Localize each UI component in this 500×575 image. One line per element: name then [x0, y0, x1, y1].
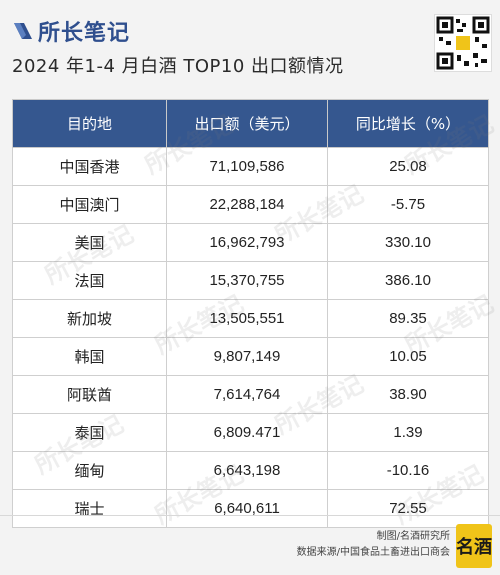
table-row: 中国香港 71,109,586 25.08	[12, 147, 489, 186]
table-row: 阿联酋 7,614,764 38.90	[12, 375, 489, 414]
cell-destination: 法国	[12, 261, 167, 300]
page-title: 2024 年1-4 月白酒 TOP10 出口额情况	[12, 56, 344, 77]
cell-yoy-growth: 89.35	[327, 299, 489, 338]
seal-text: 名酒	[456, 537, 492, 558]
cell-yoy-growth: 330.10	[327, 223, 489, 262]
cell-yoy-growth: 38.90	[327, 375, 489, 414]
cell-export-value: 22,288,184	[166, 185, 328, 224]
cell-destination: 中国澳门	[12, 185, 167, 224]
table-row: 中国澳门 22,288,184 -5.75	[12, 185, 489, 224]
cell-destination: 缅甸	[12, 451, 167, 490]
cell-export-value: 6,809.471	[166, 413, 328, 452]
cell-destination: 瑞士	[12, 489, 167, 528]
cell-export-value: 9,807,149	[166, 337, 328, 376]
cell-destination: 韩国	[12, 337, 167, 376]
cell-yoy-growth: -10.16	[327, 451, 489, 490]
cell-yoy-growth: 25.08	[327, 147, 489, 186]
footer-source: 数据来源/中国食品土畜进出口商会	[296, 547, 450, 558]
cell-destination: 泰国	[12, 413, 167, 452]
cell-yoy-growth: 386.10	[327, 261, 489, 300]
cell-yoy-growth: -5.75	[327, 185, 489, 224]
cell-export-value: 13,505,551	[166, 299, 328, 338]
cell-yoy-growth: 1.39	[327, 413, 489, 452]
qr-code-icon	[434, 14, 492, 72]
brand-mark-icon	[12, 20, 34, 42]
header-destination: 目的地	[12, 99, 167, 148]
cell-export-value: 6,640,611	[166, 489, 328, 528]
table-row: 瑞士 6,640,611 72.55	[12, 489, 489, 528]
cell-export-value: 6,643,198	[166, 451, 328, 490]
cell-destination: 美国	[12, 223, 167, 262]
table-row: 泰国 6,809.471 1.39	[12, 413, 489, 452]
seal-logo: 名酒	[456, 524, 492, 568]
brand-name: 所长笔记	[38, 21, 131, 46]
cell-destination: 中国香港	[12, 147, 167, 186]
cell-yoy-growth: 10.05	[327, 337, 489, 376]
footer-producer: 制图/名酒研究所	[376, 531, 450, 542]
table-row: 新加坡 13,505,551 89.35	[12, 299, 489, 338]
footer-credits: 制图/名酒研究所 数据来源/中国食品土畜进出口商会	[297, 529, 450, 561]
cell-export-value: 71,109,586	[166, 147, 328, 186]
table-row: 缅甸 6,643,198 -10.16	[12, 451, 489, 490]
brand-logo: 所长笔记	[12, 14, 130, 48]
header: 所长笔记 2024 年1-4 月白酒 TOP10 出口额情况	[0, 0, 500, 92]
cell-export-value: 16,962,793	[166, 223, 328, 262]
header-yoy-growth: 同比增长（%）	[327, 99, 489, 148]
table-row: 美国 16,962,793 330.10	[12, 223, 489, 262]
table-row: 法国 15,370,755 386.10	[12, 261, 489, 300]
export-table: 目的地 出口额（美元） 同比增长（%） 中国香港 71,109,586 25.0…	[12, 99, 489, 528]
cell-export-value: 15,370,755	[166, 261, 328, 300]
cell-destination: 阿联酋	[12, 375, 167, 414]
header-export-value: 出口额（美元）	[166, 99, 328, 148]
table-row: 韩国 9,807,149 10.05	[12, 337, 489, 376]
cell-yoy-growth: 72.55	[327, 489, 489, 528]
table-header-row: 目的地 出口额（美元） 同比增长（%）	[12, 99, 489, 148]
footer-divider	[0, 515, 500, 516]
cell-destination: 新加坡	[12, 299, 167, 338]
cell-export-value: 7,614,764	[166, 375, 328, 414]
